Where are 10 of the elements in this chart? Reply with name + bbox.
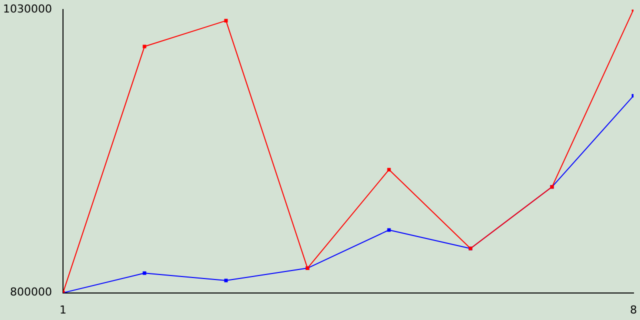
point xyxy=(224,278,228,282)
x-tick-label: 8 xyxy=(630,303,637,316)
point xyxy=(387,228,391,232)
y-tick-label: 800000 xyxy=(10,286,52,299)
point xyxy=(142,271,146,275)
x-tick-label: 1 xyxy=(59,303,66,316)
point xyxy=(142,44,146,48)
point xyxy=(224,18,228,22)
point xyxy=(387,168,391,172)
y-tick-label: 1030000 xyxy=(2,2,52,16)
